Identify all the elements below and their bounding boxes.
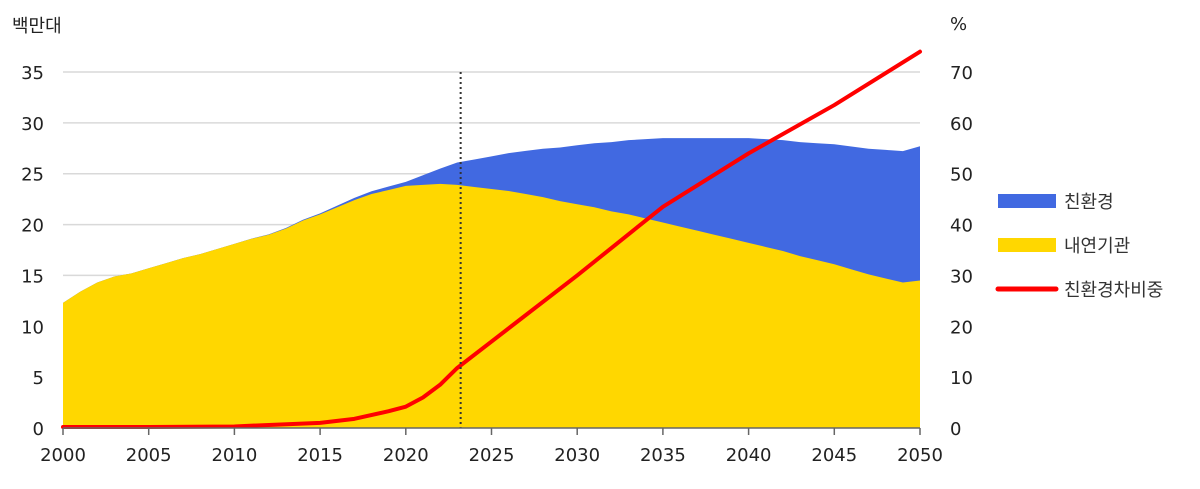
y-axis-right-unit: % [950,14,967,35]
y-right-tick-label: 40 [950,216,973,237]
x-tick-label: 2050 [897,445,943,466]
y-axis-left-unit: 백만대 [12,16,62,37]
legend-label: 친환경차비중 [1064,280,1163,301]
legend-label: 내연기관 [1064,236,1130,257]
legend-swatch [998,194,1056,208]
y-left-tick-label: 30 [21,114,44,135]
y-left-tick-label: 25 [21,165,44,186]
y-right-tick-label: 30 [950,266,973,287]
x-tick-label: 2015 [297,445,343,466]
x-axis-ticks: 2000 2005 2010 2015 2020 2025 2030 2035 2040 2045… [40,428,943,466]
x-tick-label: 2000 [40,445,86,466]
x-tick-label: 2025 [469,445,515,466]
stacked-areas [63,138,920,429]
y-left-tick-label: 5 [33,368,44,389]
y-axis-left-ticks: 0 5 10 15 20 25 30 35 [21,63,44,440]
x-tick-label: 2045 [811,445,857,466]
x-tick-label: 2035 [640,445,686,466]
x-tick-label: 2020 [383,445,429,466]
y-left-tick-label: 35 [21,63,44,84]
x-tick-label: 2030 [554,445,600,466]
y-left-tick-label: 20 [21,216,44,237]
y-left-tick-label: 0 [33,419,44,440]
legend-swatch [998,238,1056,252]
y-right-tick-label: 60 [950,114,973,135]
line-eco-share [61,49,922,429]
x-tick-label: 2010 [211,445,257,466]
area-ice [63,183,920,428]
y-right-tick-label: 10 [950,368,973,389]
y-right-tick-label: 50 [950,165,973,186]
legend-label: 친환경 [1064,192,1114,213]
y-right-tick-label: 70 [950,63,973,84]
x-tick-label: 2040 [726,445,772,466]
y-left-tick-label: 10 [21,317,44,338]
y-left-tick-label: 15 [21,266,44,287]
y-axis-right-ticks: 0 10 20 30 40 50 60 70 [950,63,973,440]
y-right-tick-label: 0 [950,419,961,440]
line-series [61,49,922,429]
x-tick-label: 2005 [126,445,172,466]
y-right-tick-label: 20 [950,317,973,338]
